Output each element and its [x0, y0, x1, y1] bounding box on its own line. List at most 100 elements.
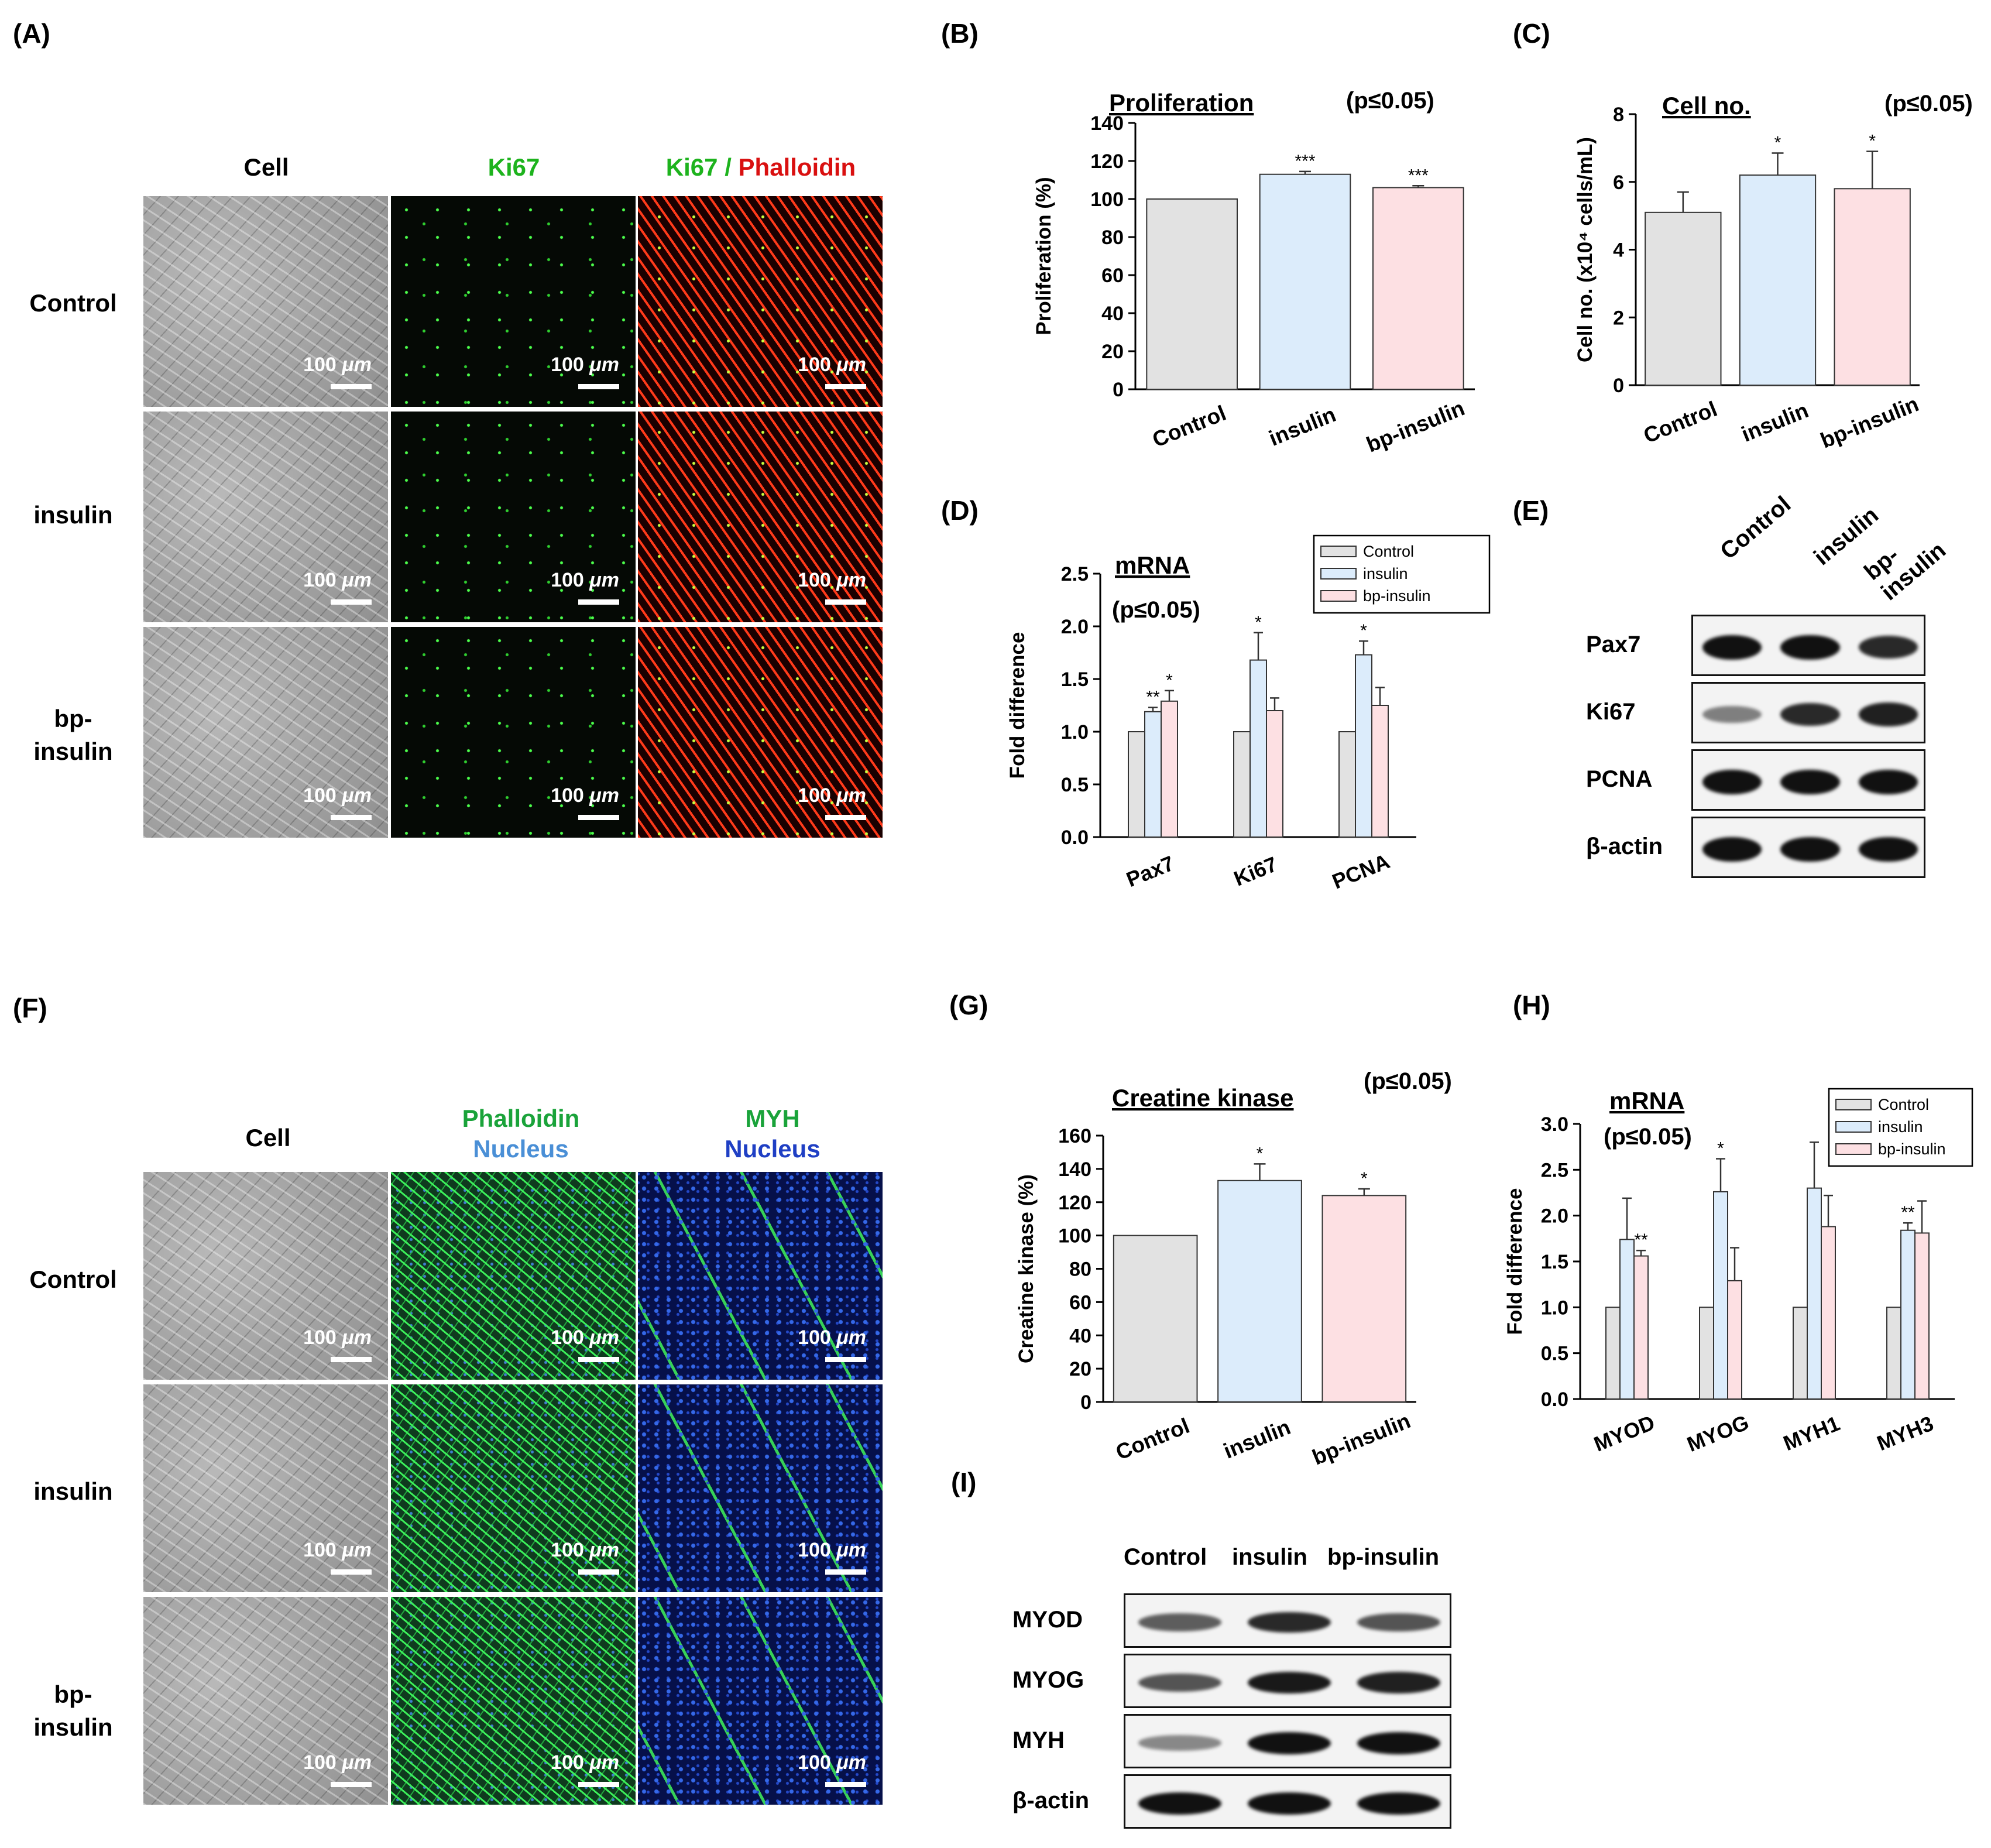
merge-separator: /: [725, 153, 732, 181]
significance-note: (p≤0.05): [1112, 597, 1200, 623]
scale-bar-unit: μm: [589, 1751, 619, 1774]
y-tick-label: 6: [1613, 172, 1624, 194]
legend-swatch: [1835, 1099, 1872, 1110]
blot-band: [1138, 1673, 1222, 1692]
significance-note: (p≤0.05): [1604, 1124, 1692, 1150]
blot-strip: [1124, 1714, 1451, 1768]
y-tick-label: 2: [1613, 307, 1624, 329]
row-label-line: Control: [29, 289, 117, 317]
chart-b-proliferation: 0 20 40 60 80 100 120 140 Proliferation (%) Proli…: [1032, 88, 1475, 457]
bar: [1886, 1307, 1901, 1400]
scale-bar: [331, 815, 372, 820]
lane-label-control: Control: [1715, 491, 1796, 565]
col-header-ki67: Ki67: [488, 153, 540, 181]
y-tick-label: 1.5: [1061, 668, 1089, 691]
y-tick-label: 140: [1090, 112, 1124, 135]
scale-bar-label: 100 μm: [551, 1539, 619, 1561]
y-axis-label: Creatine kinase (%): [1015, 1174, 1038, 1363]
panel-label-e: (E): [1513, 495, 1549, 526]
blot-strip: [1691, 615, 1925, 676]
row-label-line: insulin: [33, 1713, 113, 1741]
panel-label-b: (B): [941, 18, 979, 49]
bar: [1821, 1226, 1836, 1400]
col-header-cell: Cell: [243, 153, 289, 181]
legend-swatch: [1320, 590, 1357, 602]
bar: [1338, 731, 1356, 838]
micrograph-tile: 100 μm: [143, 1597, 388, 1805]
legend-swatch: [1320, 568, 1357, 580]
y-tick-label: 140: [1058, 1158, 1091, 1181]
scale-bar-label: 100 μm: [303, 354, 372, 376]
x-category-label: Pax7: [1123, 851, 1178, 892]
legend-label: insulin: [1878, 1118, 1923, 1136]
legend-swatch: [1320, 546, 1357, 557]
nucleus-label: Nucleus: [473, 1135, 569, 1163]
scale-bar-unit: μm: [342, 569, 372, 591]
blot-band: [1357, 1613, 1440, 1632]
x-category-label: bp-insulin: [1363, 396, 1468, 457]
scale-bar-label: 100 μm: [303, 569, 372, 591]
blot-band: [1357, 1792, 1440, 1815]
row-label-line: bp-: [54, 705, 92, 732]
y-tick-label: 2.0: [1541, 1205, 1568, 1228]
scale-bar: [825, 1569, 866, 1575]
legend-label: bp-insulin: [1363, 587, 1431, 605]
row-label-insulin: insulin: [15, 499, 132, 532]
y-tick-label: 2.5: [1061, 563, 1089, 585]
y-tick-label: 0.5: [1541, 1343, 1568, 1365]
micrograph-tile: 100 μm: [143, 412, 388, 622]
scale-bar-label: 100 μm: [798, 569, 866, 591]
scale-bar-unit: μm: [589, 1326, 619, 1349]
y-tick-label: 0: [1613, 375, 1624, 397]
y-tick-label: 160: [1058, 1125, 1091, 1147]
chart-g-creatine-kinase: 0 20 40 60 80 100 120 140 160 Creatine kinase (%)…: [1015, 1068, 1452, 1470]
micrograph-tile: 100 μm: [638, 1172, 883, 1380]
y-tick-label: 0: [1113, 379, 1124, 401]
col-header-cell: Cell: [245, 1124, 291, 1151]
blot-band: [1858, 836, 1918, 862]
bar: [1128, 731, 1145, 838]
lane-label-insulin: insulin: [1232, 1544, 1307, 1570]
significance-star: *: [1257, 1144, 1264, 1163]
significance-note: (p≤0.05): [1346, 88, 1434, 114]
bar: [1900, 1229, 1916, 1400]
bar: [1113, 1235, 1198, 1403]
row-label-insulin: insulin: [15, 1475, 132, 1508]
bar: [1249, 659, 1267, 838]
blot-protein-label: β-actin: [1012, 1787, 1090, 1813]
blot-protein-label: MYH: [1012, 1727, 1065, 1753]
x-category-label: insulin: [1220, 1415, 1294, 1463]
panel-label-d: (D): [941, 495, 979, 526]
blot-protein-label: β-actin: [1586, 833, 1663, 859]
bar: [1619, 1239, 1635, 1400]
scale-bar: [825, 815, 866, 820]
y-tick-label: 1.0: [1541, 1297, 1568, 1319]
blot-strip: [1691, 682, 1925, 743]
blot-protein-label: Ki67: [1586, 698, 1636, 725]
row-label-control: Control: [15, 1263, 132, 1296]
y-tick-label: 0.0: [1541, 1388, 1568, 1411]
blot-band: [1248, 1671, 1331, 1694]
panel-label-i: (I): [951, 1467, 977, 1497]
blot-strip: [1124, 1774, 1451, 1829]
scale-bar-unit: μm: [836, 354, 866, 376]
row-label-line: bp-: [54, 1681, 92, 1708]
scale-bar-unit: μm: [836, 784, 866, 807]
y-tick-label: 1.0: [1061, 721, 1089, 743]
scale-bar-label: 100 μm: [303, 784, 372, 807]
y-tick-label: 2.0: [1061, 616, 1089, 638]
significance-note: (p≤0.05): [1364, 1068, 1452, 1094]
y-tick-label: 120: [1058, 1192, 1091, 1214]
y-tick-label: 2.5: [1541, 1159, 1568, 1181]
scale-bar: [331, 1782, 372, 1787]
blot-band: [1858, 702, 1918, 726]
micrograph-tile: 100 μm: [391, 412, 636, 622]
y-tick-label: 3.0: [1541, 1113, 1568, 1136]
blot-band: [1248, 1792, 1331, 1815]
panel-label-c: (C): [1513, 18, 1550, 49]
panel-label-a: (A): [13, 18, 50, 49]
scale-bar: [331, 1357, 372, 1362]
scale-bar-unit: μm: [342, 1539, 372, 1561]
significance-star: **: [1901, 1203, 1915, 1222]
scale-bar: [331, 599, 372, 605]
